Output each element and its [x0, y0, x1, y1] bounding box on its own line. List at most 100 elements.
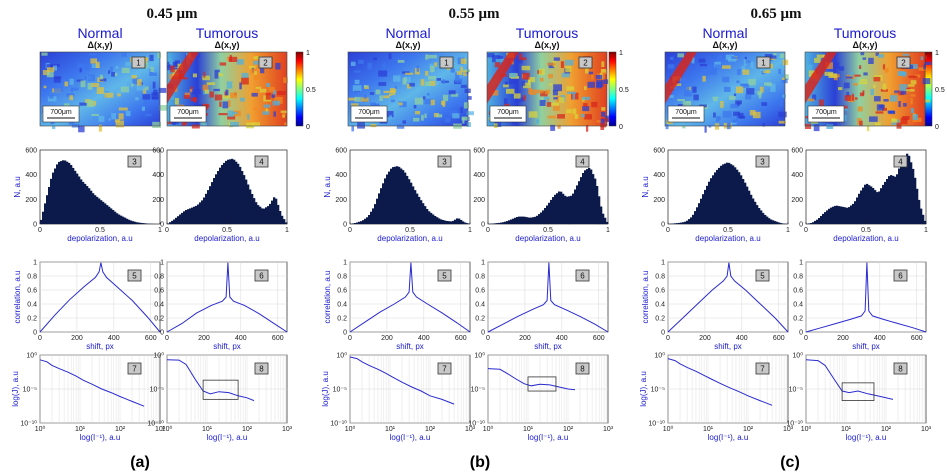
y-axis-label: N, a.u: [13, 176, 22, 197]
map-texture: [924, 99, 931, 103]
x-tick-label: 0: [348, 335, 352, 342]
x-axis-label: log(I⁻¹), a.u: [846, 433, 887, 442]
map-texture: [183, 94, 190, 99]
panel-number-box: [755, 155, 770, 168]
hist-bar: [239, 166, 242, 224]
hist-bar: [404, 172, 407, 224]
hist-bar: [712, 175, 715, 224]
map-texture: [722, 65, 731, 69]
x-tick-label: 200: [837, 335, 849, 342]
hist-bar: [440, 219, 443, 224]
map-texture: [684, 86, 690, 93]
map-texture: [390, 99, 395, 103]
hist-bar: [538, 214, 541, 224]
y-tick-label: 0: [661, 222, 665, 229]
x-tick-label: 10²: [563, 426, 574, 433]
map-texture: [682, 125, 686, 129]
map-texture: [250, 68, 257, 74]
panel-number: 8: [898, 365, 903, 374]
x-tick-label: 10¹: [75, 426, 86, 433]
map-texture: [222, 101, 229, 109]
hist-bar: [82, 181, 85, 224]
map-texture: [460, 66, 463, 72]
map-texture: [203, 71, 206, 78]
hist-bar: [126, 218, 129, 224]
map-texture: [673, 83, 682, 86]
map-texture: [405, 72, 414, 75]
map-texture: [494, 62, 500, 68]
map-texture: [528, 88, 533, 95]
x-tick-label: 10¹: [385, 426, 396, 433]
map-texture: [125, 110, 131, 117]
map-texture: [120, 86, 123, 92]
hist-bar: [586, 169, 589, 224]
spectrum-plot: 10⁰ 10¹ 10² 10³ 10⁰ 10⁻⁵ 10⁻¹⁰ log(I⁻¹), a.u log…: [11, 352, 166, 443]
map-texture: [375, 89, 381, 95]
x-tick-label: 200: [699, 335, 711, 342]
map-texture: [463, 70, 467, 77]
map-texture: [665, 124, 669, 130]
y-tick-label: 0: [33, 222, 37, 229]
map-texture: [518, 57, 527, 61]
hist-bar: [524, 216, 527, 224]
map-texture: [400, 55, 404, 58]
map-texture: [781, 77, 785, 80]
map-texture: [388, 53, 392, 60]
hist-bar: [78, 176, 81, 224]
hist-bar: [221, 165, 224, 224]
y-tick-label: 400: [473, 172, 485, 179]
map-texture: [430, 99, 435, 106]
map-texture: [896, 122, 902, 129]
hist-bar: [746, 186, 749, 224]
map-texture: [202, 84, 209, 91]
colorbar-tick: 1: [306, 50, 310, 57]
hist-bar: [195, 205, 198, 224]
map-texture: [601, 107, 606, 111]
hist-bar: [700, 198, 703, 224]
hist-bar: [532, 217, 535, 224]
map-texture: [462, 117, 465, 124]
y-tick-label: 10⁻⁵: [23, 387, 37, 394]
y-tick-label: 10⁻¹⁰: [468, 420, 485, 428]
y-tick-label: 10⁰: [336, 352, 347, 360]
hist-bar: [394, 166, 397, 224]
map-texture: [727, 85, 735, 91]
y-tick-label: 10⁻⁵: [333, 387, 347, 394]
map-texture: [111, 72, 115, 77]
hist-bar: [874, 190, 877, 224]
hist-bar: [368, 215, 371, 224]
map-texture: [805, 123, 812, 129]
hist-bar: [177, 216, 180, 224]
hist-bar: [144, 223, 147, 224]
hist-bar: [456, 218, 459, 224]
y-tick-label: 0.6: [793, 288, 803, 295]
hist-bar: [88, 188, 91, 224]
hist-bar: [672, 223, 675, 224]
y-tick-label: 400: [25, 172, 37, 179]
map-texture: [115, 120, 124, 128]
map-texture: [600, 118, 605, 125]
panel-number-box: [755, 269, 770, 282]
map-texture: [677, 53, 685, 58]
panel-number-box: [893, 269, 908, 282]
map-texture: [253, 60, 262, 65]
map-texture: [379, 95, 383, 101]
map-texture: [448, 90, 456, 95]
map-texture: [425, 71, 429, 76]
map-texture: [560, 61, 565, 68]
plot-frame: [39, 261, 161, 333]
map-texture: [574, 114, 579, 119]
hist-bar: [68, 162, 71, 224]
hist-bar: [900, 162, 903, 224]
map-texture: [882, 107, 887, 111]
hist-bar: [122, 216, 125, 224]
panel-number-box: [127, 155, 142, 168]
map-texture: [857, 106, 863, 112]
map-texture: [728, 57, 737, 62]
x-tick-label: 10³: [921, 426, 932, 433]
map-texture: [677, 99, 685, 102]
colorbar-tick: 0.5: [935, 87, 945, 94]
